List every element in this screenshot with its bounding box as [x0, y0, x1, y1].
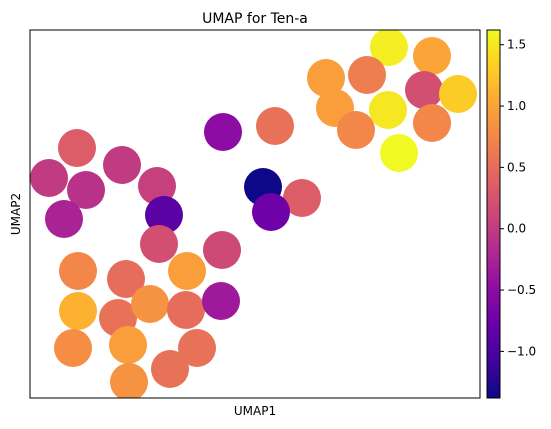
scatter-point — [252, 193, 290, 231]
scatter-point — [204, 113, 242, 151]
scatter-point — [109, 326, 147, 364]
scatter-point — [145, 196, 183, 234]
scatter-point — [138, 167, 176, 205]
scatter-point — [439, 75, 477, 113]
scatter-point — [107, 260, 145, 298]
scatter-point — [202, 282, 240, 320]
scatter-point — [103, 146, 141, 184]
plot-frame — [29, 29, 481, 399]
scatter-points — [30, 30, 477, 398]
scatter-point — [131, 285, 169, 323]
x-axis-label: UMAP1 — [234, 404, 276, 418]
scatter-point — [370, 30, 408, 66]
scatter-point — [30, 159, 68, 197]
scatter-point — [67, 171, 105, 209]
scatter-point — [110, 363, 148, 398]
scatter-point — [369, 91, 407, 129]
colorbar-tick-label: 1.0 — [507, 99, 526, 113]
colorbar-tick-label: −1.0 — [507, 344, 536, 358]
scatter-point — [59, 252, 97, 290]
scatter-point — [413, 104, 451, 142]
scatter-point — [140, 225, 178, 263]
scatter-point — [151, 350, 189, 388]
scatter-point — [307, 59, 345, 97]
scatter-point — [178, 329, 216, 367]
scatter-point — [256, 107, 294, 145]
scatter-point — [45, 200, 83, 238]
scatter-point — [59, 292, 97, 330]
colorbar-frame — [486, 29, 501, 399]
scatter-point — [203, 231, 241, 269]
colorbar-tick-label: 0.5 — [507, 160, 526, 174]
colorbar-tick-label: 1.5 — [507, 38, 526, 52]
scatter-point — [337, 111, 375, 149]
colorbar-tick-label: 0.0 — [507, 222, 526, 236]
scatter-point — [380, 134, 418, 172]
scatter-point — [405, 71, 443, 109]
scatter-point — [167, 291, 205, 329]
y-axis-label: UMAP2 — [9, 193, 23, 235]
colorbar-tick-label: −0.5 — [507, 283, 536, 297]
scatter-point — [58, 129, 96, 167]
scatter-point — [283, 179, 321, 217]
scatter-point — [168, 252, 206, 290]
chart-title: UMAP for Ten-a — [202, 11, 308, 27]
colorbar — [487, 30, 500, 398]
scatter-point — [413, 37, 451, 75]
scatter-point — [54, 329, 92, 367]
colorbar-ticks: −1.0 −0.5 0.0 0.5 1.0 1.5 — [500, 38, 536, 358]
scatter-point — [348, 56, 386, 94]
